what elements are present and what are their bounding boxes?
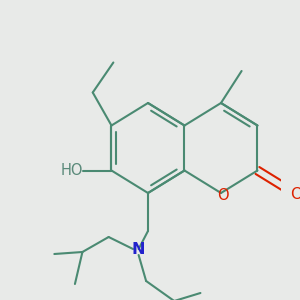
- Text: HO: HO: [61, 163, 83, 178]
- Text: O: O: [290, 187, 300, 202]
- Text: N: N: [132, 242, 146, 256]
- Text: O: O: [217, 188, 229, 202]
